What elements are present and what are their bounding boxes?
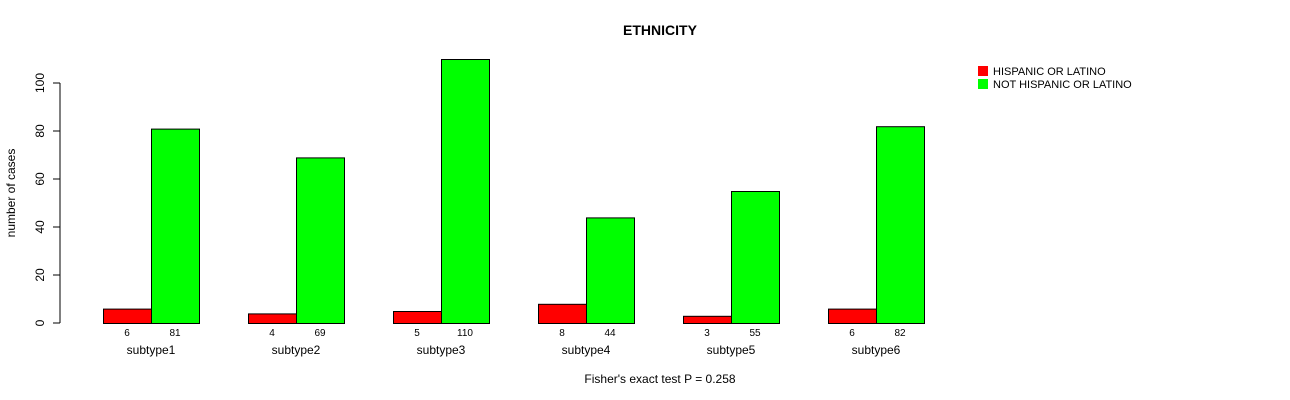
y-tick-label: 0: [33, 319, 47, 326]
bar-value-label: 3: [704, 328, 710, 339]
bar: [393, 311, 442, 324]
y-tick-label: 40: [33, 220, 47, 234]
bar: [586, 217, 635, 324]
bar: [876, 126, 925, 324]
bar: [538, 303, 587, 324]
y-tick-label: 80: [33, 124, 47, 138]
x-axis-label: Fisher's exact test P = 0.258: [584, 372, 735, 386]
bar-group-subtype5: 3 55 subtype5: [683, 191, 780, 357]
bar-value-label: 81: [169, 328, 181, 339]
category-label: subtype2: [272, 343, 321, 357]
bar: [828, 308, 877, 325]
bar: [296, 157, 345, 324]
bar-value-label: 82: [894, 328, 906, 339]
legend-swatch: [978, 79, 988, 89]
category-label: subtype1: [127, 343, 176, 357]
category-label: subtype5: [707, 343, 756, 357]
bar-value-label: 4: [269, 328, 275, 339]
category-label: subtype6: [852, 343, 901, 357]
bar-value-label: 6: [849, 328, 855, 339]
bar-value-label: 44: [604, 328, 616, 339]
bar-value-label: 110: [457, 328, 473, 339]
legend-swatch: [978, 66, 988, 76]
y-tick-label: 100: [33, 73, 47, 93]
bar-group-subtype3: 5 110 subtype3: [393, 59, 490, 357]
bar: [248, 313, 297, 324]
bar-value-label: 55: [749, 328, 761, 339]
bar-group-subtype1: 6 81 subtype1: [103, 128, 200, 357]
bar: [151, 128, 200, 324]
bar-value-label: 69: [314, 328, 326, 339]
bar: [683, 315, 732, 324]
bar: [103, 308, 152, 325]
y-axis: 0 20 40 60 80 100: [33, 73, 61, 326]
legend-label: NOT HISPANIC OR LATINO: [993, 79, 1132, 91]
y-axis-label: number of cases: [4, 149, 18, 238]
bar-group-subtype4: 8 44 subtype4: [538, 217, 635, 357]
bar-group-subtype6: 6 82 subtype6: [828, 126, 925, 357]
category-label: subtype3: [417, 343, 466, 357]
bar: [731, 191, 780, 324]
bar: [441, 59, 490, 324]
bar-value-label: 5: [414, 328, 420, 339]
category-label: subtype4: [562, 343, 611, 357]
legend-label: HISPANIC OR LATINO: [993, 66, 1106, 78]
bars: 6 81 subtype1 4 69 subtype2 5 110 subtype3 8 44 sub…: [103, 59, 925, 357]
y-tick-label: 20: [33, 268, 47, 282]
chart-title: ETHNICITY: [623, 22, 698, 38]
bar-group-subtype2: 4 69 subtype2: [248, 157, 345, 357]
bar-value-label: 8: [559, 328, 565, 339]
y-tick-label: 60: [33, 172, 47, 186]
bar-value-label: 6: [124, 328, 130, 339]
